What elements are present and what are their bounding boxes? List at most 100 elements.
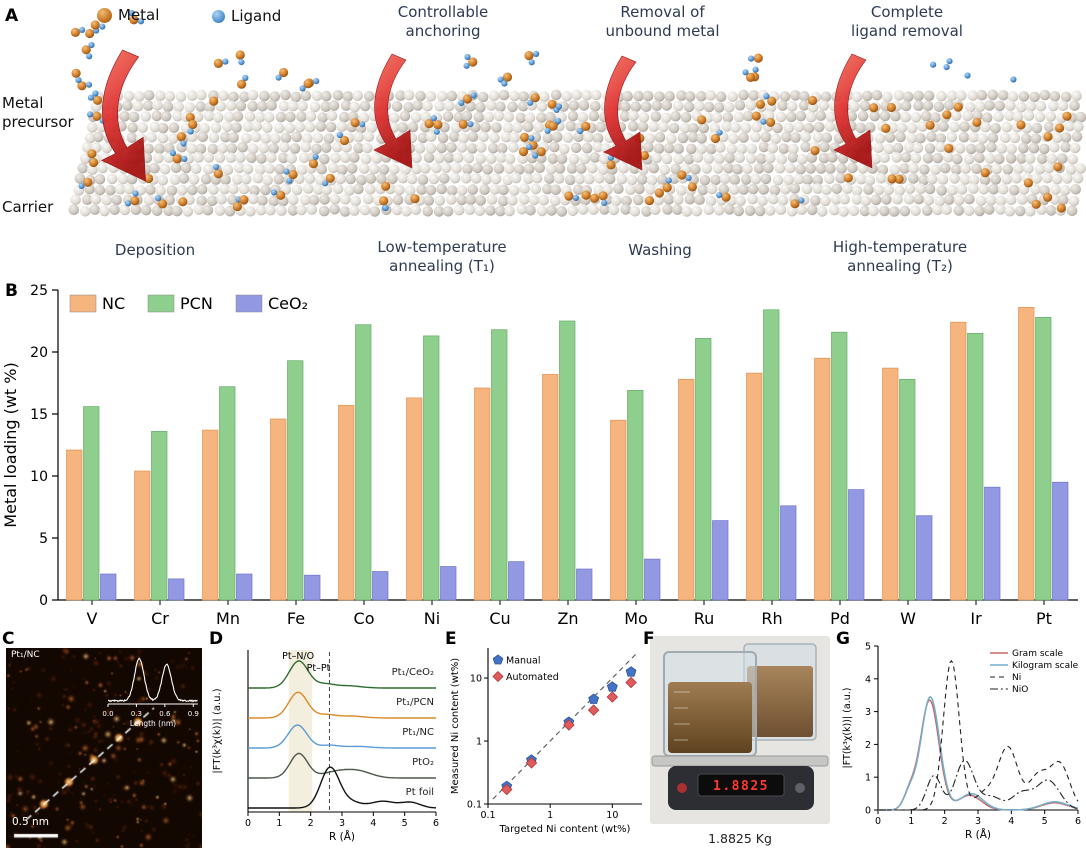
inset-tick-label: 0.3: [131, 710, 142, 718]
metal-sphere: [276, 190, 286, 200]
metal-sphere: [93, 95, 103, 105]
metal-sphere: [176, 132, 186, 142]
ligand-sphere: [601, 199, 608, 206]
x-category-label: Ir: [970, 609, 982, 628]
legend-marker-automated: [492, 670, 504, 683]
ligand-sphere: [544, 127, 551, 134]
ligand-sphere: [181, 155, 188, 162]
metal-sphere: [869, 103, 879, 113]
metal-sphere: [519, 132, 530, 142]
process-arrow: [101, 49, 146, 182]
metal-sphere: [89, 157, 99, 168]
metal-sphere: [433, 120, 443, 130]
metal-sphere: [881, 123, 891, 133]
metal-sphere: [808, 95, 818, 106]
bar-ceo₂-w: [916, 515, 933, 601]
metal-sphere: [518, 147, 529, 157]
x-category-label: Pt: [1036, 609, 1052, 628]
ligand-sphere: [533, 50, 540, 58]
metal-sphere: [589, 193, 600, 203]
legend-swatch: [69, 294, 97, 313]
ligand-sphere: [760, 118, 767, 125]
bar-ceo₂-co: [372, 571, 389, 601]
metal-sphere: [237, 79, 247, 89]
metal-sphere: [639, 150, 650, 161]
step-high-temp-annealing: High-temperature annealing (T₂): [832, 238, 968, 276]
scale-display-readout: 1.8825: [713, 779, 769, 794]
ni-exafs-chart: 0 1 2 3 4 5 6 0 1 2 3 4 5 R (Å) |FT(k³χ(k))| (a.u.) Gra…: [842, 642, 1081, 842]
data-point-manual: [606, 681, 618, 692]
x-tick-label: 0: [875, 816, 881, 827]
ligand-sphere: [299, 85, 306, 92]
ligand-sphere: [270, 189, 278, 196]
metal-sphere: [350, 118, 360, 128]
legend-item-ligand: Ligand: [212, 7, 281, 25]
metal-sphere: [339, 135, 350, 146]
metal-sphere: [654, 188, 665, 198]
ligand-sphere: [752, 66, 759, 73]
exafs-curve-kilogram-scale: [878, 695, 1079, 811]
process-arrow: [833, 53, 873, 169]
y-tick-label: 5: [865, 642, 871, 653]
bar-ceo₂-pt: [1052, 481, 1069, 601]
x-tick-label: 0.1: [480, 810, 495, 821]
metal-sphere: [755, 99, 766, 109]
ligand-sphere: [222, 58, 229, 65]
x-tick-label: 1: [908, 816, 914, 827]
x-axis-title: R (Å): [965, 828, 991, 841]
metal-sphere: [213, 169, 223, 179]
process-arrow: [603, 55, 643, 171]
metal-sphere: [77, 81, 87, 91]
y-tick-label: 1: [476, 737, 482, 748]
metal-sphere: [1062, 111, 1072, 121]
metal-sphere: [710, 133, 721, 144]
y-tick-label: 0: [865, 806, 871, 817]
scheme-panel-a-graphic: [68, 9, 1086, 217]
stem-sample-label: Pt₁/NC: [11, 650, 40, 660]
metal-sphere: [548, 121, 558, 131]
bar-nc-zn: [542, 373, 559, 601]
x-tick-label: 5: [402, 818, 408, 829]
legend-label: NiO: [1012, 685, 1028, 695]
ligand-sphere: [964, 72, 971, 79]
bar-pcn-pd: [831, 331, 848, 601]
x-tick-label: 1: [547, 810, 553, 821]
metal-sphere: [530, 93, 540, 103]
ligand-sphere: [169, 149, 176, 157]
metal-sphere: [766, 117, 776, 127]
ligand-sphere: [238, 59, 245, 66]
beaker-front: [663, 651, 757, 757]
panel-label-c: C: [2, 629, 15, 649]
metal-sphere: [92, 111, 102, 121]
ligand-sphere: [75, 77, 82, 84]
metal-sphere: [232, 201, 242, 212]
metal-sphere: [130, 196, 140, 206]
panel-label-e: E: [445, 629, 457, 649]
ligand-sphere: [433, 128, 440, 135]
scale-bar-label: 0.5 nm: [12, 816, 49, 828]
ligand-sphere: [526, 143, 533, 151]
metal-sphere: [547, 99, 557, 109]
y-tick-label: 25: [30, 283, 48, 299]
bar-pcn-zn: [559, 320, 576, 601]
panel-label-f: F: [643, 629, 655, 649]
metal-sphere: [70, 27, 80, 37]
y-tick-label: 0: [39, 593, 48, 609]
inset-tick-label: 0.0: [102, 710, 113, 718]
metal-sphere: [843, 173, 853, 183]
curve-label: Pt₁/CeO₂: [392, 667, 434, 678]
ligand-sphere: [665, 177, 672, 184]
metal-sphere: [83, 177, 93, 187]
bar-ceo₂-fe: [304, 574, 321, 601]
legend-label: Gram scale: [1012, 649, 1063, 659]
bar-ceo₂-pd: [848, 489, 865, 601]
step-washing: Washing: [628, 241, 692, 259]
x-category-label: Mo: [624, 609, 648, 628]
pt-exafs-chart: 0 1 2 3 4 5 6 R (Å) |FT(k³χ(k))| (a.u.) Pt₁/CeO₂ P…: [212, 650, 439, 843]
bar-pcn-mn: [219, 386, 236, 601]
metal-sphere: [662, 183, 672, 193]
metal-sphere: [213, 58, 223, 68]
exafs-curve: [248, 766, 436, 809]
panel-label-b: B: [5, 281, 18, 301]
